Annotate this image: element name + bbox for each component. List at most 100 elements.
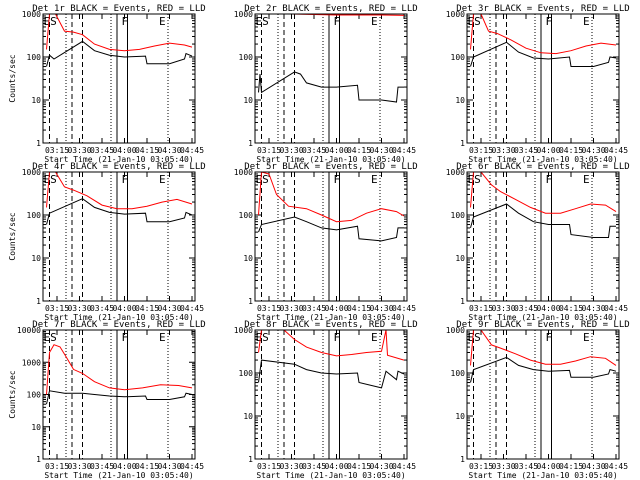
x-tick-label: 03:30 <box>279 462 303 471</box>
y-tick-label: 1000 <box>446 168 465 177</box>
x-tick-label: 03:30 <box>279 304 303 313</box>
x-tick-label: 04:15 <box>347 146 371 155</box>
series-events-line <box>258 216 404 242</box>
y-tick-label: 10 <box>455 412 465 421</box>
y-tick-label: 100 <box>27 391 42 400</box>
y-tick-label: 10 <box>455 254 465 263</box>
series-lld-line <box>46 172 193 210</box>
panel-det-2: Det 2r BLACK = Events, RED = LLD 1 10 100 10… <box>234 4 418 164</box>
y-tick-label: 100 <box>27 211 42 220</box>
flag-label: E <box>159 15 166 28</box>
y-tick-label: 100 <box>239 369 254 378</box>
series-lld-line <box>258 330 405 361</box>
series-lld-line <box>470 330 617 366</box>
x-tick-label: 03:45 <box>90 146 114 155</box>
chart-title: Det 1r BLACK = Events, RED = LLD <box>32 4 205 14</box>
y-tick-label: 10000 <box>17 326 41 335</box>
x-axis-label: Start Time (21-Jan-10 03:05:40) <box>44 313 193 322</box>
y-tick-label: 1000 <box>22 10 41 19</box>
flag-label: E <box>583 173 590 186</box>
series-lld-line <box>258 172 405 223</box>
flag-label: E <box>583 331 590 344</box>
x-tick-label: 03:15 <box>257 304 281 313</box>
series-events-line <box>258 71 404 103</box>
x-tick-label: 03:15 <box>45 462 69 471</box>
x-tick-label: 04:30 <box>157 304 181 313</box>
y-tick-label: 1 <box>460 455 465 464</box>
flag-label: F <box>546 15 553 28</box>
x-tick-label: 04:45 <box>392 462 416 471</box>
x-tick-label: 03:15 <box>469 146 493 155</box>
x-tick-label: 03:45 <box>302 462 326 471</box>
flag-label: ES <box>44 15 57 28</box>
x-tick-label: 03:30 <box>67 146 91 155</box>
panel-det-7: Det 7r BLACK = Events, RED = LLD 1 10 100 10… <box>8 320 206 480</box>
x-tick-label: 04:45 <box>604 304 628 313</box>
x-tick-label: 04:30 <box>369 304 393 313</box>
y-tick-label: 1 <box>36 139 41 148</box>
plot-frame <box>42 329 196 460</box>
x-tick-label: 04:00 <box>112 304 136 313</box>
chart-title: Det 7r BLACK = Events, RED = LLD <box>32 320 205 330</box>
flag-label: F <box>122 331 129 344</box>
x-tick-label: 03:45 <box>90 304 114 313</box>
series-events-line <box>258 359 405 389</box>
series-events-line <box>46 198 193 225</box>
series-events-line <box>46 40 193 67</box>
x-tick-label: 04:00 <box>536 146 560 155</box>
flag-label: ES <box>256 331 269 344</box>
x-tick-label: 04:15 <box>135 304 159 313</box>
x-tick-label: 04:00 <box>536 304 560 313</box>
y-tick-label: 100 <box>451 369 466 378</box>
flag-label: E <box>583 15 590 28</box>
x-tick-label: 04:15 <box>135 462 159 471</box>
chart-title: Det 2r BLACK = Events, RED = LLD <box>244 4 417 14</box>
plot-frame <box>466 171 620 302</box>
chart-title: Det 6r BLACK = Events, RED = LLD <box>456 162 629 172</box>
y-tick-label: 10 <box>31 96 41 105</box>
series-lld-line <box>470 172 617 214</box>
y-tick-label: 1000 <box>446 326 465 335</box>
flag-label: F <box>122 15 129 28</box>
series-events-line <box>470 356 617 383</box>
plot-frame <box>254 171 408 302</box>
chart-title: Det 3r BLACK = Events, RED = LLD <box>456 4 629 14</box>
x-tick-label: 03:15 <box>257 146 281 155</box>
plot-frame <box>466 13 620 144</box>
plot-frame <box>42 171 196 302</box>
x-tick-label: 04:15 <box>135 146 159 155</box>
panel-det-5: Det 5r BLACK = Events, RED = LLD 1 10 100 10… <box>234 162 418 322</box>
flag-label: ES <box>256 15 269 28</box>
flag-label: F <box>334 173 341 186</box>
x-tick-label: 04:45 <box>604 146 628 155</box>
y-tick-label: 10 <box>243 254 253 263</box>
plot-frame <box>254 13 408 144</box>
x-tick-label: 04:30 <box>369 146 393 155</box>
x-tick-label: 04:15 <box>347 462 371 471</box>
series-lld-line <box>258 14 405 16</box>
x-tick-label: 03:30 <box>491 146 515 155</box>
x-axis-label: Start Time (21-Jan-10 03:05:40) <box>256 471 405 480</box>
panel-det-9: Det 9r BLACK = Events, RED = LLD 1 10 100 10… <box>446 320 630 480</box>
x-tick-label: 03:30 <box>67 304 91 313</box>
x-tick-label: 04:15 <box>347 304 371 313</box>
flag-label: E <box>371 331 378 344</box>
series-lld-line <box>470 14 617 55</box>
flag-label: E <box>371 173 378 186</box>
x-tick-label: 04:00 <box>324 462 348 471</box>
x-tick-label: 04:45 <box>180 462 204 471</box>
series-lld-line <box>46 14 193 52</box>
x-tick-label: 03:45 <box>514 146 538 155</box>
flag-label: F <box>334 15 341 28</box>
y-tick-label: 10 <box>243 412 253 421</box>
x-tick-label: 03:45 <box>302 146 326 155</box>
x-tick-label: 04:00 <box>324 146 348 155</box>
y-tick-label: 1 <box>460 297 465 306</box>
y-tick-label: 1 <box>36 455 41 464</box>
y-tick-label: 10 <box>243 96 253 105</box>
x-tick-label: 04:00 <box>112 146 136 155</box>
x-tick-label: 04:15 <box>559 146 583 155</box>
series-events-line <box>470 41 617 67</box>
x-tick-label: 04:00 <box>536 462 560 471</box>
